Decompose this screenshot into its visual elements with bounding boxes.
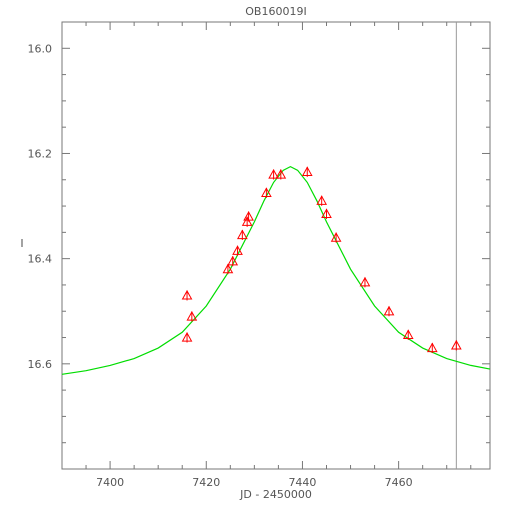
x-tick-label: 7440 bbox=[288, 476, 316, 489]
chart-title: OB160019I bbox=[245, 5, 306, 18]
data-points bbox=[181, 166, 462, 354]
y-tick-label: 16.0 bbox=[28, 42, 53, 55]
y-axis-tick-labels: 16.0 16.2 16.4 16.6 bbox=[28, 42, 53, 371]
plot-frame bbox=[61, 21, 491, 470]
x-tick-label: 7420 bbox=[192, 476, 220, 489]
x-axis-tick-labels: 7400 7420 7440 7460 bbox=[96, 476, 413, 489]
x-axis-label: JD - 2450000 bbox=[239, 488, 312, 501]
model-fit-curve bbox=[61, 165, 491, 375]
x-tick-label: 7400 bbox=[96, 476, 124, 489]
y-tick-label: 16.4 bbox=[28, 253, 53, 266]
y-tick-label: 16.6 bbox=[28, 358, 53, 371]
y-axis-label: I bbox=[20, 237, 23, 250]
y-tick-label: 16.2 bbox=[28, 147, 53, 160]
x-axis-ticks bbox=[61, 22, 472, 469]
x-tick-label: 7460 bbox=[385, 476, 413, 489]
y-axis-ticks bbox=[62, 47, 490, 470]
